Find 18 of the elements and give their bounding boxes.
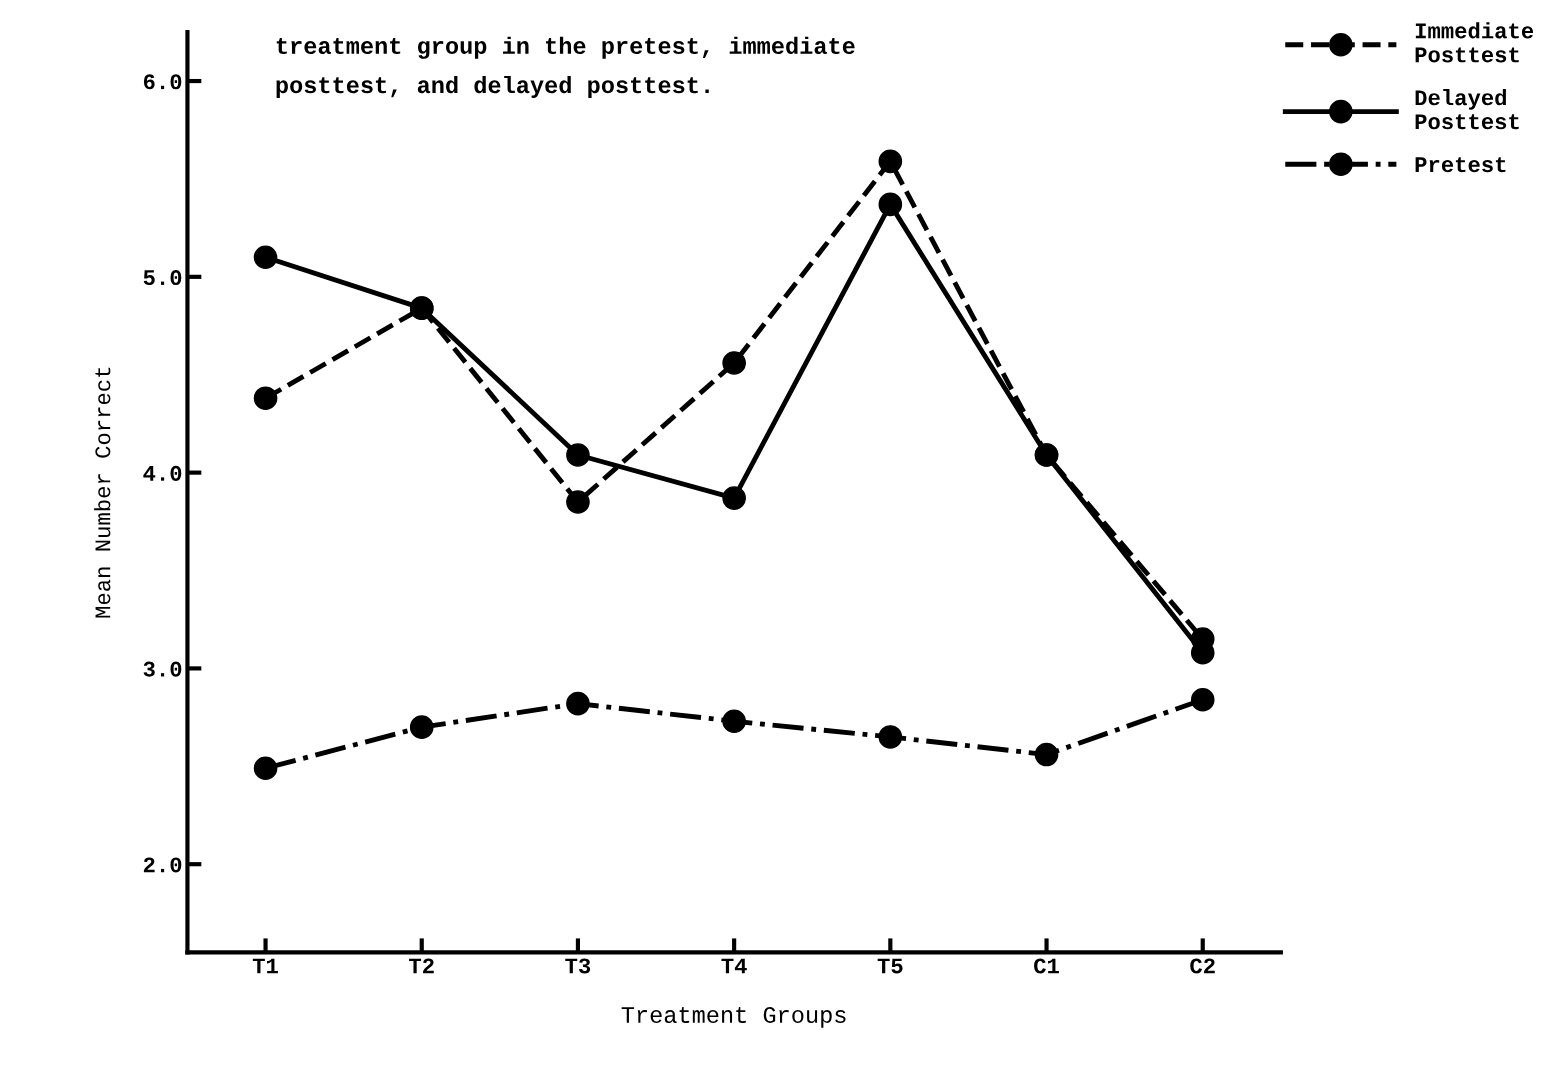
text: Immediate Posttest: [1415, 22, 1534, 63]
y-axis-title: Mean Number Correct: [94, 367, 111, 618]
x-tick-label: T2: [409, 958, 434, 974]
text: Delayed Posttest: [1415, 89, 1519, 130]
text: Pretest: [1415, 157, 1506, 173]
x-axis-title: Treatment Groups: [621, 1006, 846, 1028]
y-tick-label: 2.0: [143, 857, 182, 873]
x-tick-label: T3: [565, 958, 591, 974]
y-tick-label: 5.0: [143, 270, 182, 286]
x-tick-label: C2: [1190, 958, 1215, 974]
x-tick-label: T5: [877, 958, 903, 974]
y-tick-label: 4.0: [143, 465, 182, 481]
x-tick-label: T4: [721, 958, 747, 974]
y-tick-label: 6.0: [143, 74, 182, 90]
x-tick-label: C1: [1034, 958, 1059, 974]
y-tick-label: 3.0: [143, 661, 182, 677]
text: treatment group in the pretest, immediate posttest, and delayed posttest.: [276, 36, 855, 98]
x-tick-label: T1: [252, 958, 278, 974]
